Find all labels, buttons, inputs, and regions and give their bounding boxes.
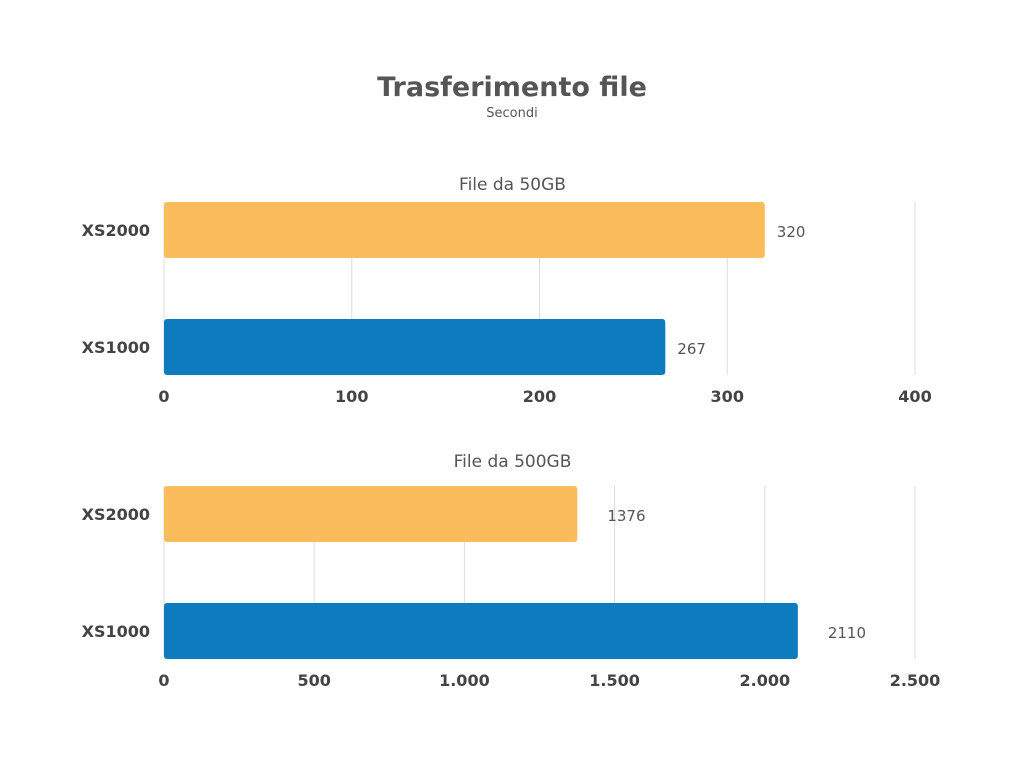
x-tick-label: 400 — [898, 387, 931, 406]
chart-subtitle: Secondi — [486, 106, 538, 121]
x-tick-label: 0 — [158, 671, 169, 690]
x-tick-label: 300 — [711, 387, 744, 406]
value-label: 1376 — [607, 507, 645, 525]
category-label: XS2000 — [82, 505, 150, 524]
bar-xs2000 — [164, 486, 578, 542]
value-label: 2110 — [828, 624, 866, 642]
x-tick-label: 2.000 — [739, 671, 790, 690]
x-tick-label: 1.500 — [589, 671, 640, 690]
category-label: XS2000 — [82, 221, 150, 240]
value-label: 320 — [777, 223, 806, 241]
bar-xs1000 — [164, 319, 666, 375]
x-tick-label: 500 — [297, 671, 330, 690]
x-tick-label: 100 — [335, 387, 368, 406]
category-label: XS1000 — [82, 338, 150, 357]
value-label: 267 — [677, 340, 706, 358]
category-label: XS1000 — [82, 622, 150, 641]
bar-xs2000 — [164, 202, 765, 258]
x-tick-label: 1.000 — [439, 671, 490, 690]
panel-title: File da 50GB — [459, 175, 566, 195]
x-tick-label: 2.500 — [890, 671, 941, 690]
chart-title: Trasferimento file — [377, 72, 647, 103]
x-tick-label: 200 — [523, 387, 556, 406]
panel-title: File da 500GB — [454, 452, 572, 472]
bar-xs1000 — [164, 603, 798, 659]
x-tick-label: 0 — [158, 387, 169, 406]
